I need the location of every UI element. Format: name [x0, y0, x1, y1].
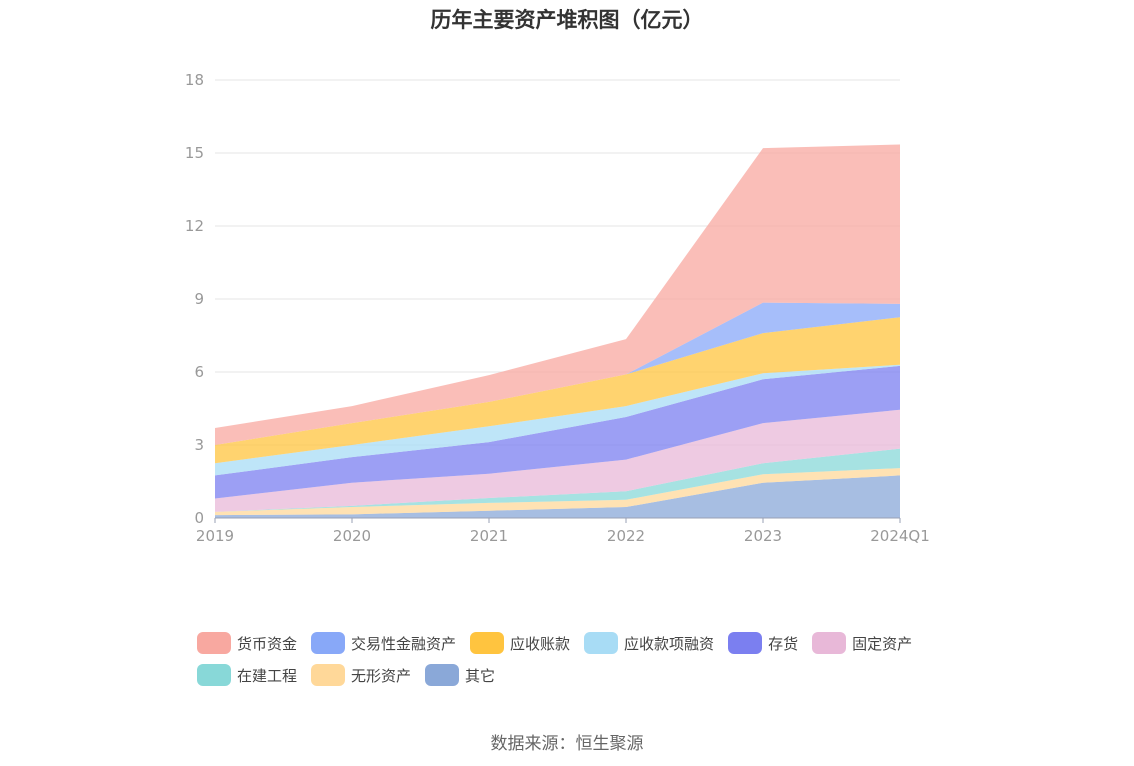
legend-label: 固定资产 [852, 634, 913, 653]
area-series-1 [215, 468, 900, 516]
area-series-4 [215, 365, 900, 499]
legend-item[interactable]: 固定资产 [812, 632, 912, 654]
legend-label: 无形资产 [351, 666, 412, 685]
area-series-2 [215, 448, 900, 512]
area-series-5 [215, 364, 900, 476]
x-tick-label: 2019 [196, 527, 234, 545]
legend-label: 在建工程 [237, 666, 298, 685]
axis-layer: 0 3 6 9 12 15 18 2019 2020 2021 2022 2023 2024Q1 [185, 71, 930, 545]
legend-row: 在建工程 无形资产 其它 [197, 664, 957, 686]
y-tick-label: 15 [185, 144, 204, 162]
legend-label: 存货 [768, 634, 799, 653]
chart-title: 历年主要资产堆积图（亿元） [430, 8, 704, 32]
legend-swatch [197, 664, 231, 686]
legend-swatch [197, 632, 231, 654]
legend-item[interactable]: 无形资产 [311, 664, 411, 686]
x-tick-label: 2022 [607, 527, 645, 545]
legend: 货币资金 交易性金融资产 应收账款 应收款项融资 存货 固定资产在建工程 无形资产 其它 [197, 632, 957, 696]
legend-item[interactable]: 应收款项融资 [584, 632, 714, 654]
legend-row: 货币资金 交易性金融资产 应收账款 应收款项融资 存货 固定资产 [197, 632, 957, 654]
source-note: 数据来源：恒生聚源 [490, 734, 644, 754]
legend-swatch [425, 664, 460, 686]
legend-label: 应收账款 [510, 634, 571, 653]
legend-item[interactable]: 存货 [728, 632, 798, 654]
legend-swatch [728, 632, 763, 654]
y-tick-label: 3 [194, 436, 204, 454]
legend-label: 其它 [465, 666, 496, 685]
legend-item[interactable]: 其它 [425, 664, 495, 686]
y-tick-label: 18 [185, 71, 204, 89]
x-tick-label: 2023 [744, 527, 782, 545]
legend-swatch [584, 632, 619, 654]
y-tick-label: 9 [194, 290, 204, 308]
area-series-8 [215, 144, 900, 445]
legend-swatch [812, 632, 847, 654]
legend-label: 应收款项融资 [624, 634, 715, 653]
legend-label: 货币资金 [237, 634, 298, 653]
y-tick-label: 12 [185, 217, 204, 235]
y-tick-label: 0 [194, 509, 204, 527]
area-series-3 [215, 409, 900, 512]
legend-item[interactable]: 在建工程 [197, 664, 297, 686]
x-tick-label: 2024Q1 [870, 527, 930, 545]
area-series-7 [215, 302, 900, 445]
legend-item[interactable]: 应收账款 [470, 632, 570, 654]
area-series-6 [215, 317, 900, 464]
legend-swatch [470, 632, 505, 654]
x-tick-label: 2020 [333, 527, 371, 545]
legend-item[interactable]: 货币资金 [197, 632, 297, 654]
stacked-area-chart: 0 3 6 9 12 15 18 2019 2020 2021 2022 2023 2024Q1 [185, 71, 930, 545]
legend-item[interactable]: 交易性金融资产 [311, 632, 456, 654]
y-tick-label: 6 [194, 363, 204, 381]
area-layer [215, 144, 900, 518]
area-series-0 [215, 475, 900, 518]
legend-label: 交易性金融资产 [351, 634, 457, 653]
legend-swatch [311, 664, 346, 686]
legend-swatch [311, 632, 346, 654]
x-tick-label: 2021 [470, 527, 508, 545]
